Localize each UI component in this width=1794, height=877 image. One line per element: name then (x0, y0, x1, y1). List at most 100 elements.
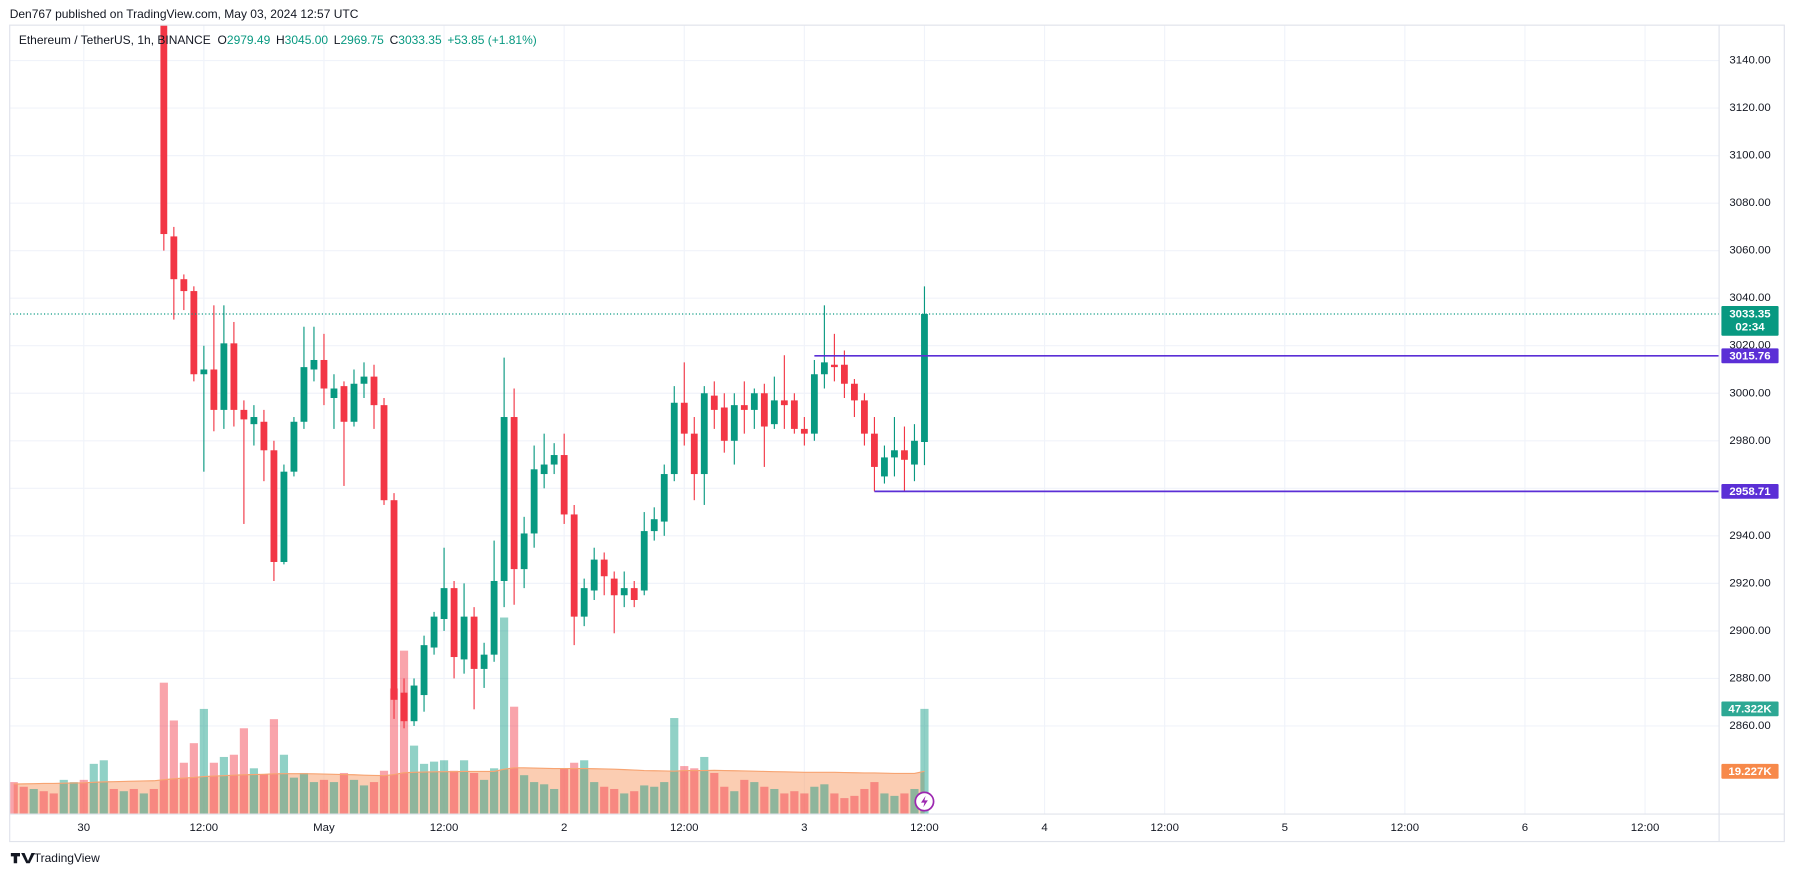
candle-body (720, 407, 728, 441)
x-tick-label: 12:00 (1631, 822, 1660, 834)
volume-bar (459, 760, 469, 815)
volume-bar (570, 762, 579, 815)
volume-bar (369, 782, 379, 815)
volume-ma-label: 19.227K (1728, 766, 1772, 778)
volume-bar (830, 793, 839, 815)
volume-layer (9, 617, 929, 815)
volume-bar (139, 793, 148, 815)
y-tick-label: 2860.00 (1729, 720, 1770, 732)
volume-bar (780, 793, 789, 815)
candle-body (630, 588, 638, 601)
volume-bar (510, 706, 519, 815)
volume-bar (79, 779, 88, 815)
candle-body (911, 440, 918, 465)
volume-bar (359, 785, 369, 815)
volume-bar (349, 779, 359, 815)
candle-body (550, 455, 558, 465)
x-tick-label: 3 (801, 822, 807, 834)
candle-body (460, 616, 468, 660)
candle-body (340, 386, 348, 422)
candle-body (500, 417, 508, 581)
volume-bar (520, 775, 529, 815)
volume-bar (209, 762, 218, 815)
volume-bar (379, 770, 389, 815)
candle-body (320, 359, 328, 389)
legend-low: 2969.75 (340, 33, 384, 47)
level-label: 3015.76 (1729, 350, 1770, 362)
volume-bar (700, 756, 709, 815)
volume-bar (810, 786, 819, 815)
volume-bar (650, 786, 659, 815)
y-tick-label: 3060.00 (1729, 245, 1770, 257)
candle-body (790, 400, 798, 429)
volume-bar (259, 774, 269, 815)
candle-body (530, 469, 538, 534)
legend-change: +53.85 (+1.81%) (447, 33, 536, 47)
publisher-note: Den767 published on TradingView.com, May… (10, 7, 359, 21)
candle-body (520, 533, 528, 570)
candle-body (400, 692, 408, 722)
volume-bar (630, 791, 639, 815)
volume-ma-area (13, 767, 925, 815)
pane-frame (9, 24, 1785, 843)
candle-body (210, 369, 218, 410)
volume-bar (540, 784, 549, 815)
candle-body (921, 314, 928, 442)
candle-body (470, 616, 478, 669)
x-tick-label: 6 (1522, 822, 1528, 834)
volume-bar (790, 791, 799, 815)
x-tick-label: 12:00 (430, 822, 459, 834)
volume-bar (59, 779, 68, 815)
candle-body (840, 364, 848, 384)
volume-bar (870, 782, 879, 815)
volume-label: 47.322K (1728, 703, 1772, 715)
volume-bar (710, 772, 719, 815)
volume-bar (610, 788, 619, 815)
legend: Ethereum / TetherUS, 1h, BINANCE O2979.49… (19, 33, 537, 47)
volume-bar (449, 770, 459, 815)
candle-body (230, 343, 238, 410)
candle-body (680, 402, 688, 434)
legend-low-label: L (334, 33, 341, 47)
volume-bar (169, 720, 178, 815)
volume-bar (800, 793, 809, 815)
candle-body (310, 359, 318, 370)
volume-bar (600, 786, 609, 815)
volume-bar (740, 779, 749, 815)
volume-bar (99, 760, 108, 815)
y-tick-label: 2940.00 (1729, 530, 1770, 542)
candle-body (380, 405, 388, 501)
volume-bar (419, 763, 429, 815)
y-tick-label: 3040.00 (1729, 292, 1770, 304)
y-tick-label: 3140.00 (1729, 55, 1770, 67)
countdown-label: 02:34 (1735, 322, 1765, 334)
volume-bar (409, 745, 419, 815)
volume-bar (189, 743, 198, 815)
candle-body (891, 450, 898, 458)
candle-body (270, 450, 278, 562)
candle-body (590, 559, 598, 591)
volume-bar (660, 782, 669, 815)
brand-name: TradingView (34, 851, 100, 865)
candle-body (740, 405, 748, 410)
x-tick-label: 12:00 (1150, 822, 1179, 834)
volume-bar (49, 793, 58, 815)
volume-bar (720, 786, 729, 815)
volume-bar (289, 777, 299, 815)
volume-bar (530, 782, 539, 815)
candle-body (290, 421, 298, 472)
candle-body (780, 400, 788, 406)
candle-body (901, 450, 908, 460)
volume-bar (269, 719, 279, 815)
legend-high-label: H (276, 33, 285, 47)
candle-body (510, 417, 518, 570)
candle-body (620, 588, 628, 596)
volume-bar (620, 793, 629, 815)
x-tick-label: 2 (561, 822, 567, 834)
volume-bar (920, 708, 929, 815)
volume-bar (850, 795, 859, 815)
candle-body (420, 645, 428, 696)
volume-bar (249, 768, 258, 815)
candle-body (250, 417, 258, 425)
